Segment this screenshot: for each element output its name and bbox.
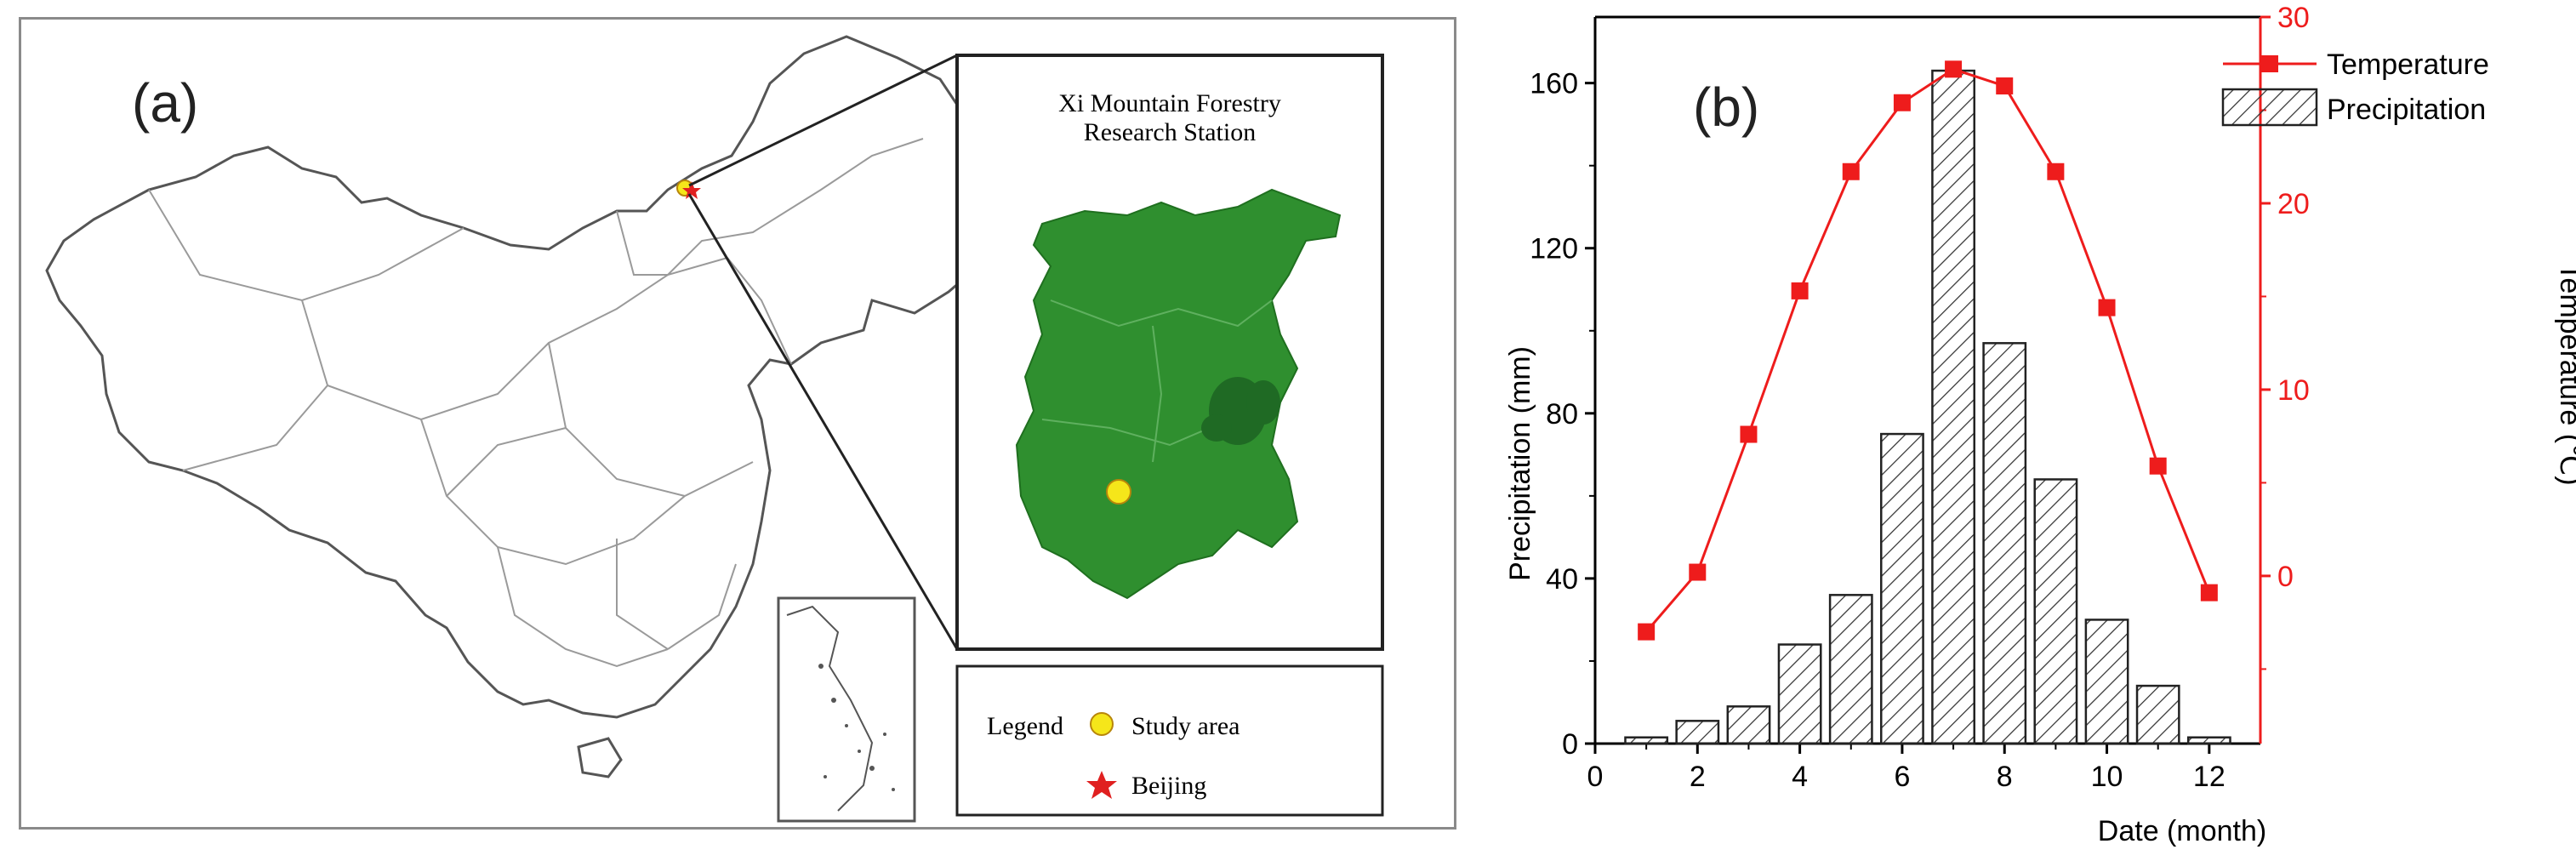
- precipitation-bar: [1624, 736, 1669, 745]
- forest-inner-lines: [1041, 299, 1273, 463]
- y-axis-left-title: Precipitation (mm): [1504, 346, 1536, 581]
- x-tick-label: 0: [1587, 761, 1604, 793]
- precipitation-bar: [1726, 705, 1771, 745]
- x-tick-label: 12: [2193, 761, 2226, 793]
- y-right-tick-label: 20: [2277, 188, 2310, 220]
- map-svg: (a): [45, 35, 1384, 823]
- temperature-point: [2200, 584, 2218, 602]
- temperature-line: [1645, 67, 2211, 633]
- chart-legend: Temperature Precipitation: [2221, 48, 2489, 127]
- forest-area-shape: [1015, 188, 1342, 600]
- temperature-point: [1893, 94, 1911, 111]
- y-right-tick-label: 0: [2277, 561, 2294, 593]
- temperature-point: [1638, 623, 1656, 641]
- x-tick-label: 6: [1894, 761, 1910, 793]
- x-tick-label: 10: [2091, 761, 2123, 793]
- beijing-star-map: [682, 181, 701, 199]
- panel-b-label: (b): [1693, 77, 1759, 138]
- map-legend-box: [955, 664, 1384, 817]
- precipitation-bar: [1777, 643, 1822, 745]
- temperature-point: [1740, 425, 1758, 443]
- inset-title-line2: Research Station: [1084, 118, 1256, 146]
- y-right-tick-label: 30: [2277, 2, 2310, 34]
- legend-title: Legend: [987, 712, 1063, 740]
- province-borders: [148, 138, 924, 668]
- china-map-outline: [45, 35, 1031, 719]
- temperature-point: [1791, 282, 1809, 299]
- temperature-point: [2047, 163, 2065, 180]
- precipitation-bar: [2033, 478, 2078, 745]
- temperature-point: [1945, 60, 1963, 78]
- x-tick-label: 8: [1997, 761, 2013, 793]
- map-panel: (a): [19, 17, 1456, 830]
- forest-dense-patch: [1201, 377, 1280, 445]
- legend-beijing-label: Beijing: [1131, 772, 1206, 800]
- temperature-point: [2149, 457, 2167, 475]
- temperature-point: [1842, 163, 1860, 180]
- climate-chart-panel: 0 2 4 6 8 10 12 0 40 80 120 160 0 10 20 30 (b) Date (mo…: [1463, 0, 2576, 857]
- x-axis-title: Date (month): [2098, 815, 2266, 847]
- precipitation-bar: [1931, 69, 1975, 745]
- temperature-point: [1689, 563, 1707, 581]
- y-left-tick-label: 120: [1530, 233, 1578, 265]
- south-china-sea-inset: [777, 596, 916, 823]
- connector-line-bottom: [687, 193, 959, 650]
- study-area-marker-inset: [1106, 479, 1131, 505]
- precipitation-bar: [1828, 594, 1873, 745]
- legend-precipitation-swatch: [2221, 88, 2318, 127]
- precipitation-bar: [1880, 432, 1924, 745]
- sea-inset-coast: [786, 605, 874, 812]
- y-left-tick-label: 0: [1562, 728, 1578, 761]
- hainan-island: [577, 737, 623, 778]
- precipitation-bar: [1982, 342, 2027, 745]
- x-tick-label: 4: [1792, 761, 1808, 793]
- legend-temperature-marker: [2261, 55, 2278, 72]
- precipitation-bar: [1675, 720, 1720, 745]
- precipitation-bar: [2186, 736, 2231, 745]
- temperature-point: [1996, 77, 2014, 95]
- y-left-tick-label: 160: [1530, 68, 1578, 100]
- panel-a-label: (a): [132, 72, 198, 134]
- legend-study-area-symbol: [1090, 712, 1114, 736]
- precipitation-bar: [2084, 619, 2129, 745]
- y-left-tick-label: 40: [1546, 563, 1578, 596]
- legend-precipitation-label: Precipitation: [2327, 94, 2486, 126]
- inset-title-line1: Xi Mountain Forestry: [1058, 89, 1281, 117]
- legend-temperature-label: Temperature: [2327, 48, 2489, 81]
- legend-beijing-star: [1086, 771, 1117, 799]
- x-tick-label: 2: [1690, 761, 1706, 793]
- y-right-tick-label: 10: [2277, 374, 2310, 407]
- sea-inset-islands: [818, 664, 895, 791]
- y-axis-right-title: Temperature (℃): [2554, 263, 2576, 485]
- y-left-tick-label: 80: [1546, 398, 1578, 430]
- connector-line-top: [688, 54, 958, 187]
- temperature-point: [2098, 299, 2116, 316]
- precipitation-bar: [2135, 684, 2180, 745]
- legend-study-area-label: Study area: [1131, 712, 1240, 740]
